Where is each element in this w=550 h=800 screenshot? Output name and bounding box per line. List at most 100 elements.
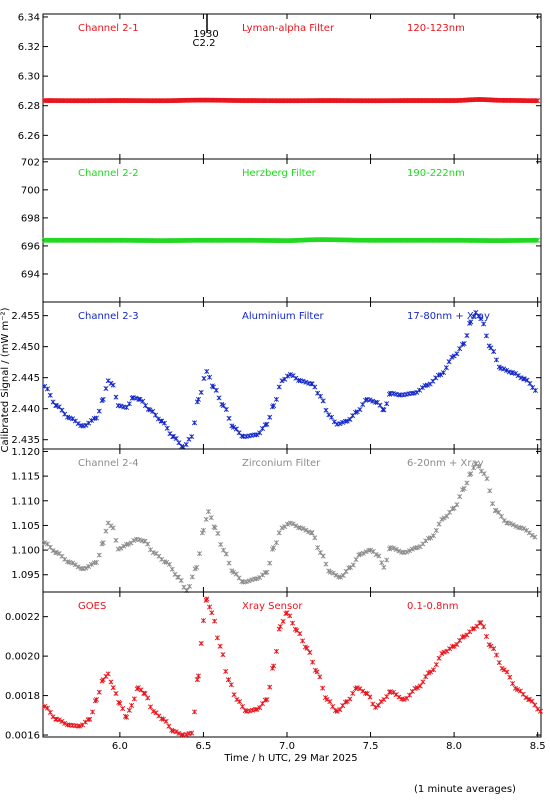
data-point bbox=[471, 313, 477, 319]
panel-channel-label: Channel 2-4 bbox=[78, 458, 139, 469]
data-point bbox=[53, 550, 59, 556]
x-tick-label: 8.5 bbox=[530, 741, 546, 752]
data-point bbox=[526, 696, 532, 703]
data-point bbox=[150, 708, 156, 714]
data-point bbox=[414, 545, 420, 551]
data-point bbox=[287, 372, 293, 378]
data-point bbox=[161, 420, 167, 426]
data-point bbox=[340, 419, 346, 425]
data-point bbox=[503, 367, 509, 373]
data-point bbox=[220, 652, 226, 658]
data-point bbox=[436, 655, 442, 661]
flare-class-label: C2.2 bbox=[193, 38, 216, 49]
data-point bbox=[344, 418, 350, 424]
data-point bbox=[419, 385, 425, 391]
data-point bbox=[83, 565, 89, 571]
data-point bbox=[216, 395, 222, 401]
data-point bbox=[411, 390, 417, 396]
data-point bbox=[493, 508, 499, 514]
data-point bbox=[200, 618, 206, 624]
data-point bbox=[504, 669, 510, 675]
y-tick-label: 1.095 bbox=[11, 570, 40, 581]
data-point bbox=[390, 545, 396, 551]
flare-time-label: 1930 bbox=[193, 29, 218, 40]
data-point bbox=[208, 515, 214, 521]
data-point bbox=[454, 351, 460, 357]
data-point bbox=[433, 527, 439, 533]
data-point bbox=[535, 237, 541, 243]
data-point bbox=[307, 649, 313, 655]
panel-channel-label: GOES bbox=[78, 601, 106, 612]
data-point bbox=[464, 480, 470, 486]
data-point bbox=[515, 687, 521, 693]
data-point bbox=[72, 562, 78, 568]
y-tick-label: 694 bbox=[21, 269, 40, 280]
data-point bbox=[327, 569, 333, 575]
data-point bbox=[444, 513, 450, 519]
data-point bbox=[468, 471, 474, 477]
data-point bbox=[379, 560, 385, 566]
data-point bbox=[424, 382, 430, 388]
data-point bbox=[464, 332, 470, 339]
data-point bbox=[164, 559, 170, 565]
data-point bbox=[42, 703, 48, 709]
data-point bbox=[496, 660, 502, 666]
data-point bbox=[303, 527, 309, 533]
data-point bbox=[384, 401, 390, 407]
data-point bbox=[59, 407, 65, 413]
data-point bbox=[47, 544, 53, 550]
data-point bbox=[276, 530, 282, 536]
data-point bbox=[233, 571, 239, 577]
data-point bbox=[228, 682, 234, 688]
data-point bbox=[317, 550, 323, 556]
data-point bbox=[478, 316, 484, 322]
data-point bbox=[173, 729, 179, 735]
data-point bbox=[257, 705, 263, 711]
data-point bbox=[535, 98, 541, 104]
data-point bbox=[483, 333, 489, 339]
data-point bbox=[155, 416, 161, 422]
data-point bbox=[430, 533, 437, 539]
data-point bbox=[330, 570, 336, 576]
data-point bbox=[314, 669, 320, 675]
data-point bbox=[169, 566, 175, 572]
flare-marker: 1930 C2.2 bbox=[193, 14, 219, 49]
y-tick-label: 698 bbox=[21, 213, 40, 224]
data-point bbox=[501, 667, 507, 673]
data-point bbox=[367, 694, 373, 700]
data-point bbox=[333, 572, 339, 578]
data-point bbox=[189, 434, 195, 440]
panel-filter-label: Herzberg Filter bbox=[242, 168, 317, 179]
data-point bbox=[478, 620, 484, 626]
data-point bbox=[163, 718, 169, 724]
y-tick-label: 2.440 bbox=[11, 404, 40, 415]
y-tick-label: 6.26 bbox=[18, 131, 40, 142]
data-point bbox=[267, 414, 273, 420]
data-point bbox=[277, 624, 283, 630]
data-point bbox=[420, 679, 426, 685]
data-point bbox=[532, 534, 538, 540]
y-tick-label: 0.0018 bbox=[5, 691, 40, 702]
data-point bbox=[47, 709, 53, 715]
panel-frame bbox=[42, 591, 542, 738]
y-axis-title: Calibrated Signal / (mW m⁻²) bbox=[0, 307, 11, 452]
data-point bbox=[183, 441, 189, 448]
y-tick-label: 1.120 bbox=[11, 447, 40, 458]
data-point bbox=[125, 541, 131, 547]
data-point bbox=[347, 416, 353, 422]
data-point bbox=[375, 702, 381, 708]
data-point bbox=[271, 663, 277, 669]
data-point bbox=[191, 420, 198, 426]
data-point bbox=[297, 631, 303, 637]
data-point bbox=[88, 417, 94, 423]
data-point bbox=[247, 708, 253, 714]
data-point bbox=[75, 564, 81, 570]
data-point bbox=[145, 695, 151, 701]
data-point bbox=[189, 730, 195, 736]
data-point bbox=[373, 552, 379, 558]
data-point bbox=[80, 423, 86, 429]
data-point bbox=[527, 380, 533, 387]
data-point bbox=[195, 396, 201, 402]
data-point bbox=[234, 696, 240, 703]
data-point bbox=[279, 378, 285, 384]
